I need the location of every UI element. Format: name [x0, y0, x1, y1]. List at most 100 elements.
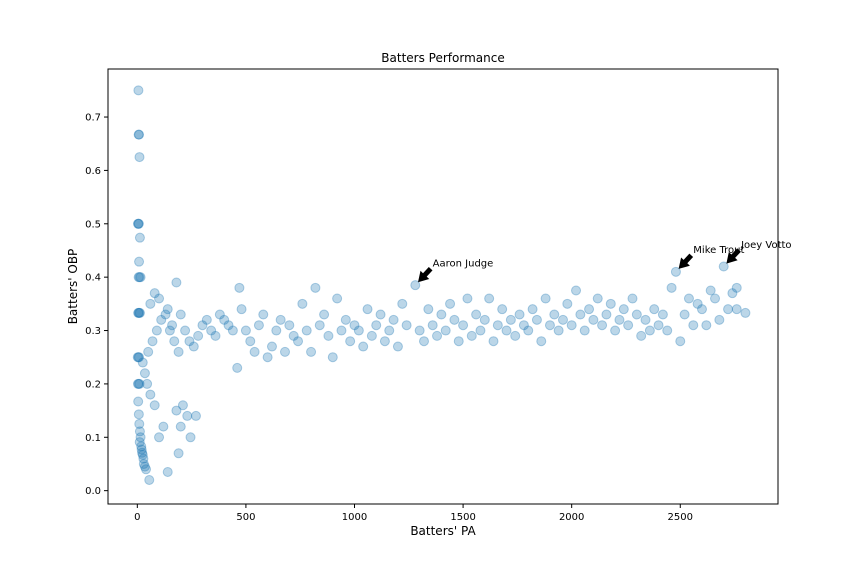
data-point — [653, 320, 664, 331]
plot-frame — [107, 68, 779, 505]
plot-area — [132, 85, 751, 485]
data-point — [134, 232, 145, 243]
data-point — [141, 464, 152, 475]
data-point — [688, 320, 699, 331]
data-point — [475, 325, 486, 336]
data-point — [134, 378, 145, 389]
data-point — [193, 330, 204, 341]
x-axis: 0 500 1000 1500 2000 2500 — [134, 504, 693, 523]
data-point — [353, 325, 364, 336]
data-point — [418, 336, 429, 347]
annotation-label: Aaron Judge — [433, 258, 494, 269]
data-point — [692, 298, 703, 309]
data-point — [471, 309, 482, 320]
annotation-label: Joey Votto — [740, 240, 791, 251]
data-point — [219, 314, 230, 325]
y-tick-label: 0.5 — [85, 219, 101, 230]
data-point — [275, 314, 286, 325]
data-point — [714, 314, 725, 325]
annotation-arrow — [726, 248, 741, 264]
data-point — [201, 314, 212, 325]
y-tick-label: 0.1 — [85, 433, 101, 444]
data-point — [245, 336, 256, 347]
data-point — [579, 325, 590, 336]
annotation-arrow — [678, 253, 694, 269]
data-point — [414, 325, 425, 336]
data-point — [134, 426, 145, 437]
data-point — [297, 298, 308, 309]
data-point — [262, 352, 273, 363]
data-point — [384, 325, 395, 336]
data-point — [147, 336, 158, 347]
data-point — [142, 378, 153, 389]
data-point — [158, 421, 169, 432]
data-point — [723, 304, 734, 315]
data-point — [397, 298, 408, 309]
data-point — [133, 378, 144, 389]
data-point — [180, 325, 191, 336]
data-point — [132, 218, 143, 229]
data-point — [401, 320, 412, 331]
data-point — [492, 320, 503, 331]
data-point — [592, 293, 603, 304]
data-point — [236, 304, 247, 315]
data-point — [392, 341, 403, 352]
data-point — [136, 444, 147, 455]
data-point — [145, 298, 156, 309]
x-tick-label: 2000 — [559, 512, 584, 523]
data-point — [670, 266, 681, 277]
data-point — [190, 410, 201, 421]
data-point — [618, 304, 629, 315]
data-point — [133, 272, 144, 283]
data-point — [683, 293, 694, 304]
data-point — [132, 378, 143, 389]
data-point — [588, 314, 599, 325]
data-point — [171, 405, 182, 416]
data-point — [479, 314, 490, 325]
y-tick-label: 0.3 — [85, 326, 101, 337]
data-point — [666, 282, 677, 293]
data-point — [240, 325, 251, 336]
data-point — [227, 325, 238, 336]
data-point — [160, 309, 171, 320]
data-point — [175, 421, 186, 432]
data-point — [133, 129, 144, 140]
data-point — [410, 280, 421, 291]
data-point — [258, 309, 269, 320]
data-point — [449, 314, 460, 325]
data-point — [514, 309, 525, 320]
data-point — [135, 432, 146, 443]
data-point — [232, 362, 243, 373]
data-point — [458, 320, 469, 331]
data-point — [440, 325, 451, 336]
y-tick-label: 0.7 — [85, 113, 101, 124]
data-point — [234, 282, 245, 293]
data-point — [164, 325, 175, 336]
data-point — [134, 307, 145, 318]
data-point — [701, 320, 712, 331]
data-point — [197, 320, 208, 331]
data-point — [133, 409, 144, 420]
data-point — [134, 129, 145, 140]
data-point — [173, 346, 184, 357]
data-point — [135, 272, 146, 283]
data-point — [675, 336, 686, 347]
data-point — [188, 341, 199, 352]
data-point — [627, 293, 638, 304]
x-axis-label: Batters' PA — [410, 524, 476, 538]
data-point — [696, 304, 707, 315]
data-point — [427, 320, 438, 331]
data-point — [223, 320, 234, 331]
data-point — [149, 288, 160, 299]
data-point — [145, 389, 156, 400]
data-point — [445, 298, 456, 309]
data-point — [584, 304, 595, 315]
data-point — [466, 330, 477, 341]
data-point — [133, 352, 144, 363]
data-point — [134, 272, 145, 283]
data-point — [314, 320, 325, 331]
data-point — [497, 304, 508, 315]
y-tick-label: 0.6 — [85, 166, 101, 177]
y-tick-label: 0.2 — [85, 379, 101, 390]
x-tick-label: 0 — [134, 512, 140, 523]
